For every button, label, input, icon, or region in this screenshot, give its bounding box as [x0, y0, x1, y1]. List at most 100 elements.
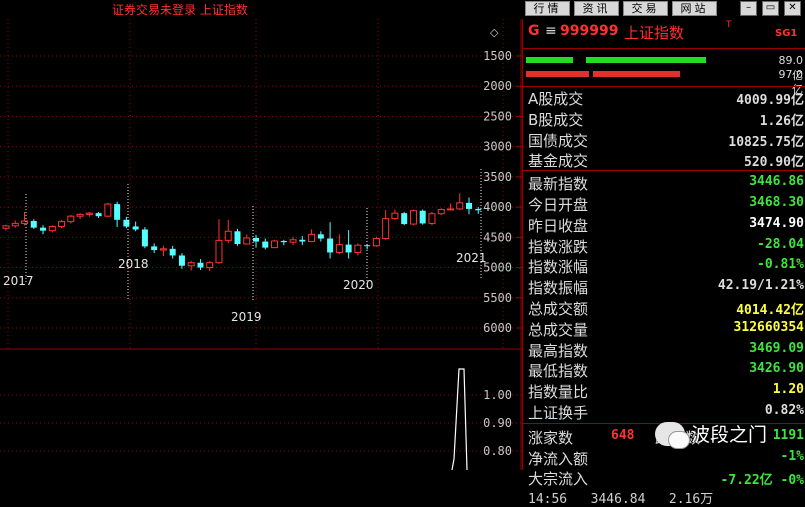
nav-button-website[interactable]: 网站 [672, 1, 717, 16]
y-tick-label: 5500 [483, 291, 512, 305]
candle-body-up [67, 215, 75, 223]
candle [289, 236, 297, 246]
index-stat-row: 最新指数 3446.86 [523, 171, 805, 193]
turnover-row: 基金成交 520.90亿 [523, 148, 805, 171]
nav-button-quotes[interactable]: 行情 [525, 1, 570, 16]
group-letter[interactable]: G [528, 23, 540, 39]
candle [234, 228, 241, 246]
candle [197, 259, 204, 270]
chart-grid [0, 19, 522, 470]
candle [2, 224, 10, 231]
stock-code: 999999 [560, 23, 619, 39]
row-value: 1.26亿 [759, 113, 804, 129]
row-label: 最低指数 [528, 362, 589, 381]
candle-body-down [141, 229, 148, 247]
row-value: 3446.86 [749, 174, 804, 190]
candle-body-up [409, 210, 417, 225]
row-label: 涨家数 [528, 428, 574, 447]
candle-body-down [234, 231, 241, 244]
candle [178, 253, 185, 269]
row-label: B股成交 [528, 110, 584, 129]
index-stat-row: 总成交量 312660354 [523, 317, 805, 339]
diamond-icon[interactable]: ◇ [490, 26, 499, 39]
candle [271, 239, 279, 249]
candle-body-up [446, 208, 454, 211]
minimize-button[interactable]: – [740, 1, 757, 16]
nav-button-news[interactable]: 资讯 [574, 1, 619, 16]
row-value: -28.04 [757, 236, 804, 252]
candle-body-up [48, 225, 56, 232]
volume-bar-segment [593, 71, 680, 77]
candle [280, 239, 287, 246]
candle [419, 209, 426, 225]
candle [206, 260, 214, 272]
candle [372, 236, 380, 248]
candle-body-up [354, 244, 362, 253]
candle-body-up [159, 248, 167, 251]
row-label: 昨日收盘 [528, 216, 589, 235]
row-label: 总成交量 [528, 320, 589, 339]
candle [48, 225, 56, 233]
kline-chart[interactable]: 6000 5500 5000 4500 4000 3500 3000 2500 2000 1500… [0, 19, 522, 470]
candle-body-down [95, 213, 102, 217]
row-label: 指数涨幅 [528, 258, 589, 277]
candle [224, 219, 232, 244]
row-label: 净流入额 [528, 449, 589, 468]
candle-body-down [475, 208, 482, 211]
index-stat-row: 指数涨跌 -28.04 [523, 234, 805, 256]
candle [317, 231, 324, 242]
row-value: 520.90亿 [744, 155, 804, 171]
nav-button-trade[interactable]: 交易 [623, 1, 668, 16]
candle-body-up [382, 218, 390, 240]
candle-body-up [187, 262, 195, 267]
candle-body-up [21, 220, 29, 224]
candle-body-down [30, 221, 37, 228]
divider [523, 170, 805, 172]
row-label: 指数涨跌 [528, 237, 589, 256]
row-label: 今日开盘 [528, 196, 589, 214]
index-stat-row: 昨日收盘 3474.90 [523, 213, 805, 235]
row-value: 0.82% [764, 403, 804, 418]
candle [428, 211, 436, 226]
y-tick-label: 6000 [483, 321, 512, 335]
year-label: 2018 [118, 257, 149, 271]
candle-body-up [76, 213, 84, 217]
window-title: 证券交易未登录 上证指数 [112, 3, 248, 17]
row-value-2: 1191 [772, 427, 804, 443]
restore-button[interactable]: ▭ [762, 1, 779, 16]
sg-label[interactable]: SG1 [775, 28, 798, 39]
candle-body-down [169, 248, 176, 256]
y-tick-label: 5000 [483, 261, 512, 275]
row-value: -7.22亿 -0% [720, 473, 804, 489]
candle-body-down [262, 241, 269, 248]
candle-body-down [419, 210, 426, 224]
candle [132, 221, 139, 232]
row-label: 大宗流入 [528, 470, 589, 489]
index-stat-row: 最低指数 3426.90 [523, 358, 805, 381]
turnover-row: A股成交 4009.99亿 [523, 86, 805, 108]
y-tick-label: 3500 [483, 170, 512, 184]
y-tick-label: 2500 [483, 109, 512, 123]
lower-tick-label: 0.90 [483, 416, 512, 430]
stock-name: 上证指数 [624, 24, 685, 42]
lower-indicator-pane: 1.00 0.90 0.80 [0, 368, 522, 470]
tick-row-partial: 14:56 3446.84 2.16万 [528, 492, 714, 507]
menu-icon[interactable]: ≡ [545, 23, 557, 39]
candle [446, 203, 454, 211]
breadth-row: 净流入额 -1% [523, 446, 805, 468]
candle-body-up [58, 221, 66, 227]
candle-body-down [40, 227, 47, 231]
row-label: 最高指数 [528, 341, 589, 360]
candle-body-up [104, 203, 112, 217]
title-bar: 证券交易未登录 上证指数 行情 资讯 交易 网站 – ▭ ✕ [0, 0, 805, 19]
year-label: 2017 [3, 274, 34, 288]
wechat-icon [655, 421, 690, 449]
candle-body-down [114, 204, 121, 220]
volume-bar-label: 89.0亿 [778, 54, 804, 82]
candle [382, 210, 390, 240]
candle [114, 201, 121, 228]
divider [523, 86, 805, 87]
close-button[interactable]: ✕ [784, 1, 801, 16]
candle-body-up [437, 209, 445, 215]
volume-bar-label: 97.0亿 [778, 68, 804, 96]
